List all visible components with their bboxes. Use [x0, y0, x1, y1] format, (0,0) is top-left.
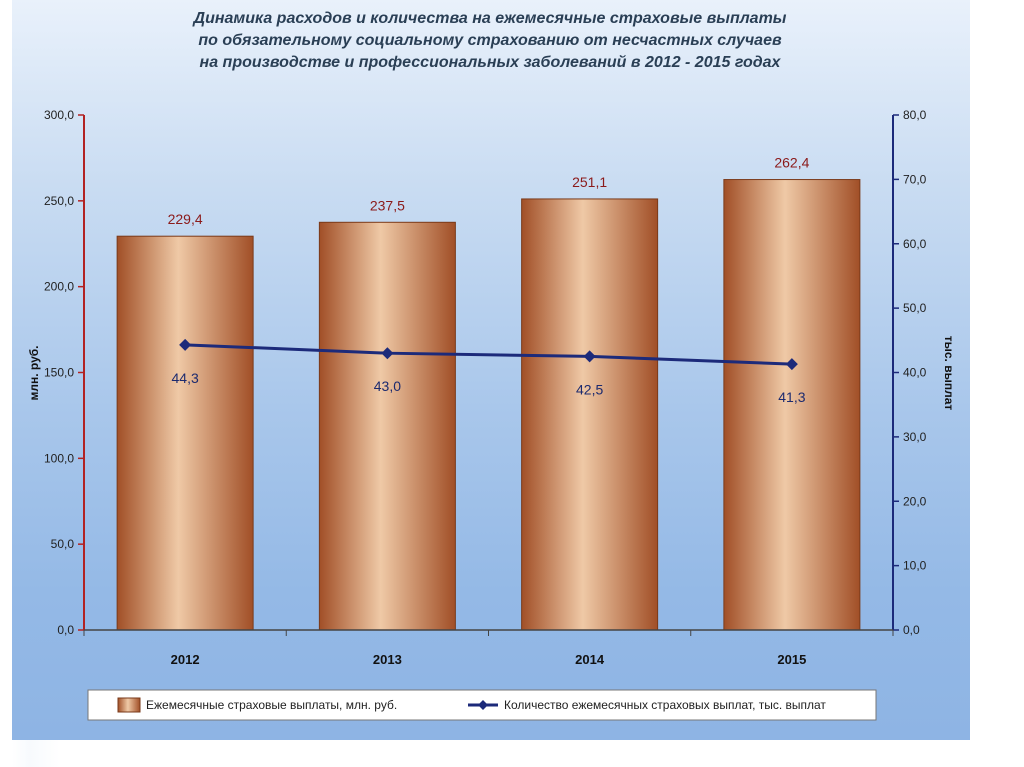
right-axis-tick-label: 40,0 [903, 366, 927, 380]
right-axis-tick-label: 70,0 [903, 172, 927, 186]
series-line [185, 343, 792, 366]
bar [521, 198, 659, 631]
bar-value-label: 229,4 [168, 211, 203, 227]
legend-line-label: Количество ежемесячных страховых выплат,… [504, 698, 826, 712]
right-axis-tick-label: 20,0 [903, 494, 927, 508]
left-axis-tick-label: 300,0 [44, 108, 74, 122]
legend-bar-label: Ежемесячные страховые выплаты, млн. руб. [146, 698, 397, 712]
chart-title: Динамика расходов и количества на ежемес… [160, 8, 820, 74]
line-point [179, 338, 192, 351]
line-point [583, 350, 596, 363]
bars-layer [116, 179, 861, 631]
right-axis-title: тыс. выплат [942, 336, 956, 411]
bar [116, 235, 254, 631]
legend-bar-swatch [117, 697, 141, 713]
bar-value-label: 237,5 [370, 197, 405, 213]
right-axis-tick-label: 80,0 [903, 108, 927, 122]
chart-title-line: Динамика расходов и количества на ежемес… [193, 10, 787, 27]
left-axis-title: млн. руб. [27, 345, 41, 400]
right-axis-tick-label: 10,0 [903, 559, 927, 573]
right-axis-tick-label: 0,0 [903, 623, 920, 637]
x-axis-tick-label: 2014 [575, 652, 605, 667]
bar-value-label: 251,1 [572, 174, 607, 190]
chart-title-line: по обязательному социальному страхованию… [198, 32, 782, 49]
bar [723, 179, 861, 631]
right-axis-tick-label: 50,0 [903, 301, 927, 315]
line-value-label: 42,5 [576, 381, 603, 397]
chart-title-line: на производстве и профессиональных забол… [199, 54, 781, 71]
x-axis-tick-label: 2015 [777, 652, 806, 667]
line-point [381, 347, 394, 360]
legend: Ежемесячные страховые выплаты, млн. руб.… [87, 689, 877, 721]
left-axis-tick-label: 200,0 [44, 280, 74, 294]
left-axis-tick-label: 50,0 [51, 537, 75, 551]
line-value-label: 44,3 [172, 370, 199, 386]
x-axis-tick-label: 2013 [373, 652, 402, 667]
labels-layer: 229,4 237,5 251,1 262,4 44,3 43,0 42,5 41,3 [168, 155, 810, 406]
line-value-label: 41,3 [778, 389, 805, 405]
left-axis-tick-label: 0,0 [57, 623, 74, 637]
right-axis-tick-label: 30,0 [903, 430, 927, 444]
legend-line-marker [478, 700, 488, 710]
left-axis-tick-label: 250,0 [44, 194, 74, 208]
left-axis-tick-label: 150,0 [44, 366, 74, 380]
bar-value-label: 262,4 [774, 155, 809, 171]
bar [318, 221, 456, 631]
line-point [785, 358, 798, 371]
x-axis-tick-label: 2012 [171, 652, 200, 667]
line-layer [179, 338, 798, 371]
axes-layer: 0,0 50,0 100,0 150,0 200,0 250,0 300,0 млн. руб… [27, 108, 956, 667]
left-axis-tick-label: 100,0 [44, 451, 74, 465]
line-value-label: 43,0 [374, 378, 401, 394]
right-axis-tick-label: 60,0 [903, 237, 927, 251]
